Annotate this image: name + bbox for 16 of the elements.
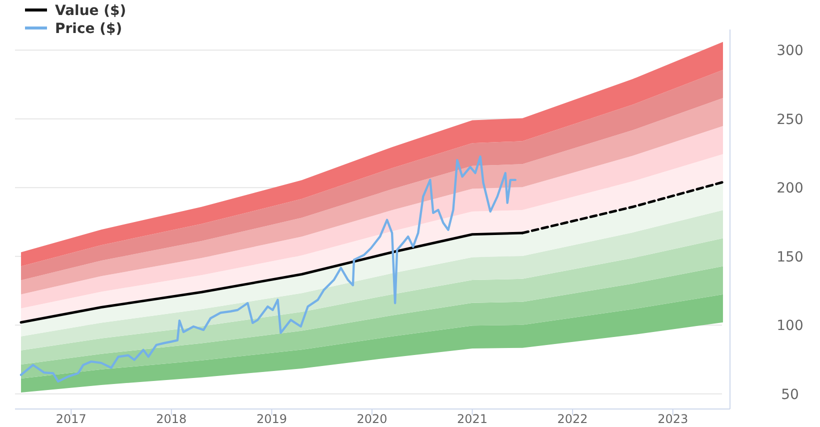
legend-label: Value ($) bbox=[55, 2, 126, 19]
y-tick-label: 200 bbox=[776, 180, 804, 197]
y-tick-label: 250 bbox=[776, 112, 804, 128]
x-tick-label: 2018 bbox=[156, 412, 187, 426]
y-tick-label: 150 bbox=[776, 249, 804, 266]
x-tick-label: 2019 bbox=[256, 412, 287, 426]
y-tick-label: 50 bbox=[781, 386, 799, 403]
x-tick-label: 2023 bbox=[658, 412, 688, 426]
x-tick-label: 2022 bbox=[557, 412, 588, 426]
y-tick-label: 100 bbox=[776, 318, 804, 334]
legend-label: Price ($) bbox=[55, 20, 122, 37]
line-series bbox=[20, 155, 516, 383]
x-tick-label: 2020 bbox=[356, 412, 388, 426]
x-tick-label: 2017 bbox=[56, 412, 86, 426]
x-tick-label: 2021 bbox=[457, 412, 488, 426]
y-tick-label: 300 bbox=[776, 43, 804, 60]
